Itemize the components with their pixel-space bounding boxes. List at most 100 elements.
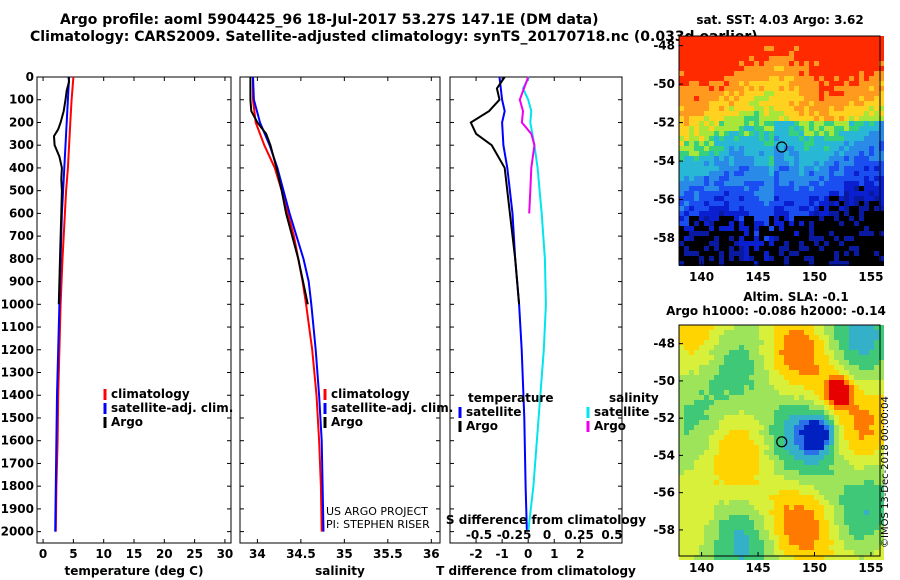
secondary-tick-label: 0.5	[601, 528, 622, 542]
map-y-tick-label: -52	[653, 116, 675, 130]
depth-tick-label: 600	[9, 206, 34, 220]
map-y-tick-label: -50	[653, 77, 675, 91]
map-x-tick-label: 155	[858, 270, 883, 284]
imos-stamp: ©IMOS 13-Dec-2018 00:00:04	[880, 396, 891, 548]
map-y-tick-label: -50	[653, 374, 675, 388]
sla-map-title: Altim. SLA: -0.1	[743, 290, 849, 304]
legend-label: satellite	[466, 405, 521, 419]
chart-title-line1: Argo profile: aoml 5904425_96 18-Jul-201…	[60, 12, 599, 28]
legend-label: Argo	[111, 415, 143, 429]
secondary-tick-label: 0	[543, 528, 551, 542]
secondary-tick-label: 0.25	[564, 528, 594, 542]
depth-tick-label: 1500	[1, 411, 34, 425]
x-tick-label: -1	[495, 547, 508, 561]
depth-tick-label: 0	[26, 70, 34, 84]
x-tick-label: 35	[336, 547, 353, 561]
legend-label: satellite-adj. clim.	[111, 401, 233, 415]
depth-tick-label: 1600	[1, 434, 34, 448]
x-tick-label: 30	[217, 547, 234, 561]
map-frame	[678, 35, 881, 266]
x-tick-label: 20	[156, 547, 173, 561]
legend-label: Argo	[466, 419, 498, 433]
sst-map	[679, 36, 884, 266]
x-tick-label: 25	[186, 547, 203, 561]
profile-location-marker	[776, 141, 788, 153]
map-y-tick-label: -48	[653, 39, 675, 53]
depth-tick-label: 100	[9, 93, 34, 107]
series-line-satellite	[521, 76, 547, 532]
map-y-tick-label: -54	[653, 154, 675, 168]
depth-tick-label: 1400	[1, 388, 34, 402]
map-x-tick-label: 145	[746, 270, 771, 284]
legend-title-salinity: salinity	[609, 391, 659, 405]
map-y-tick-label: -52	[653, 411, 675, 425]
depth-tick-label: 1700	[1, 456, 34, 470]
map-y-tick-label: -58	[653, 231, 675, 245]
x-tick-label: 34.5	[286, 547, 316, 561]
depth-tick-label: 1300	[1, 366, 34, 380]
x-axis-label: temperature (deg C)	[65, 564, 204, 578]
depth-tick-label: 1200	[1, 343, 34, 357]
credit-project: US ARGO PROJECT	[326, 505, 428, 518]
series-line-climatology	[54, 76, 75, 532]
depth-tick-label: 800	[9, 252, 34, 266]
x-tick-label: 36	[423, 547, 440, 561]
legend-label: Argo	[331, 415, 363, 429]
secondary-tick-label: -0.25	[497, 528, 532, 542]
x-tick-label: 5	[69, 547, 77, 561]
plot-frame	[449, 76, 623, 544]
depth-tick-label: 1100	[1, 320, 34, 334]
series-line-satellite-adj--clim-	[252, 76, 325, 532]
map-y-tick-label: -56	[653, 486, 675, 500]
x-tick-label: 35.5	[373, 547, 403, 561]
legend-label: satellite-adj. clim.	[331, 401, 453, 415]
depth-tick-label: 1000	[1, 297, 34, 311]
series-line-argo	[469, 76, 521, 305]
x-tick-label: 0	[39, 547, 47, 561]
map-x-tick-label: 150	[802, 561, 827, 575]
legend-label: climatology	[331, 387, 410, 401]
map-x-tick-label: 155	[858, 561, 883, 575]
x-axis-label: salinity	[315, 564, 365, 578]
profile-location-marker	[776, 436, 788, 448]
depth-tick-label: 900	[9, 275, 34, 289]
x-tick-label: 34	[249, 547, 266, 561]
legend-label: satellite	[594, 405, 649, 419]
series-line-argo	[52, 76, 71, 305]
map-frame	[678, 324, 881, 557]
legend-label: Argo	[594, 419, 626, 433]
depth-tick-label: 2000	[1, 525, 34, 539]
sla-map-subtitle: Argo h1000: -0.086 h2000: -0.14	[666, 304, 886, 318]
depth-tick-label: 1900	[1, 502, 34, 516]
depth-tick-label: 400	[9, 161, 34, 175]
map-y-tick-label: -56	[653, 193, 675, 207]
plot-frame	[239, 76, 441, 544]
depth-tick-label: 200	[9, 115, 34, 129]
x-tick-label: 15	[126, 547, 143, 561]
series-line-satellite	[498, 76, 528, 532]
series-line-argo	[518, 76, 536, 214]
map-x-tick-label: 145	[746, 561, 771, 575]
chart-title-line2: Climatology: CARS2009. Satellite-adjuste…	[30, 29, 758, 45]
x-tick-label: -2	[469, 547, 482, 561]
x-tick-label: 0	[524, 547, 532, 561]
depth-tick-label: 300	[9, 138, 34, 152]
map-y-tick-label: -58	[653, 523, 675, 537]
credit-pi: PI: STEPHEN RISER	[326, 518, 430, 531]
x-axis-label: T difference from climatology	[436, 564, 636, 578]
series-line-argo	[249, 77, 309, 305]
legend-label: climatology	[111, 387, 190, 401]
x-tick-label: 1	[550, 547, 558, 561]
map-x-tick-label: 140	[689, 561, 714, 575]
map-x-tick-label: 150	[802, 270, 827, 284]
map-y-tick-label: -54	[653, 448, 675, 462]
sla-map	[679, 325, 884, 560]
x-tick-label: 10	[95, 547, 112, 561]
secondary-tick-label: -0.5	[466, 528, 492, 542]
map-x-tick-label: 140	[689, 270, 714, 284]
map-y-tick-label: -48	[653, 337, 675, 351]
secondary-axis-label: S difference from climatology	[446, 513, 646, 527]
depth-tick-label: 500	[9, 184, 34, 198]
legend-title-temperature: temperature	[468, 391, 553, 405]
